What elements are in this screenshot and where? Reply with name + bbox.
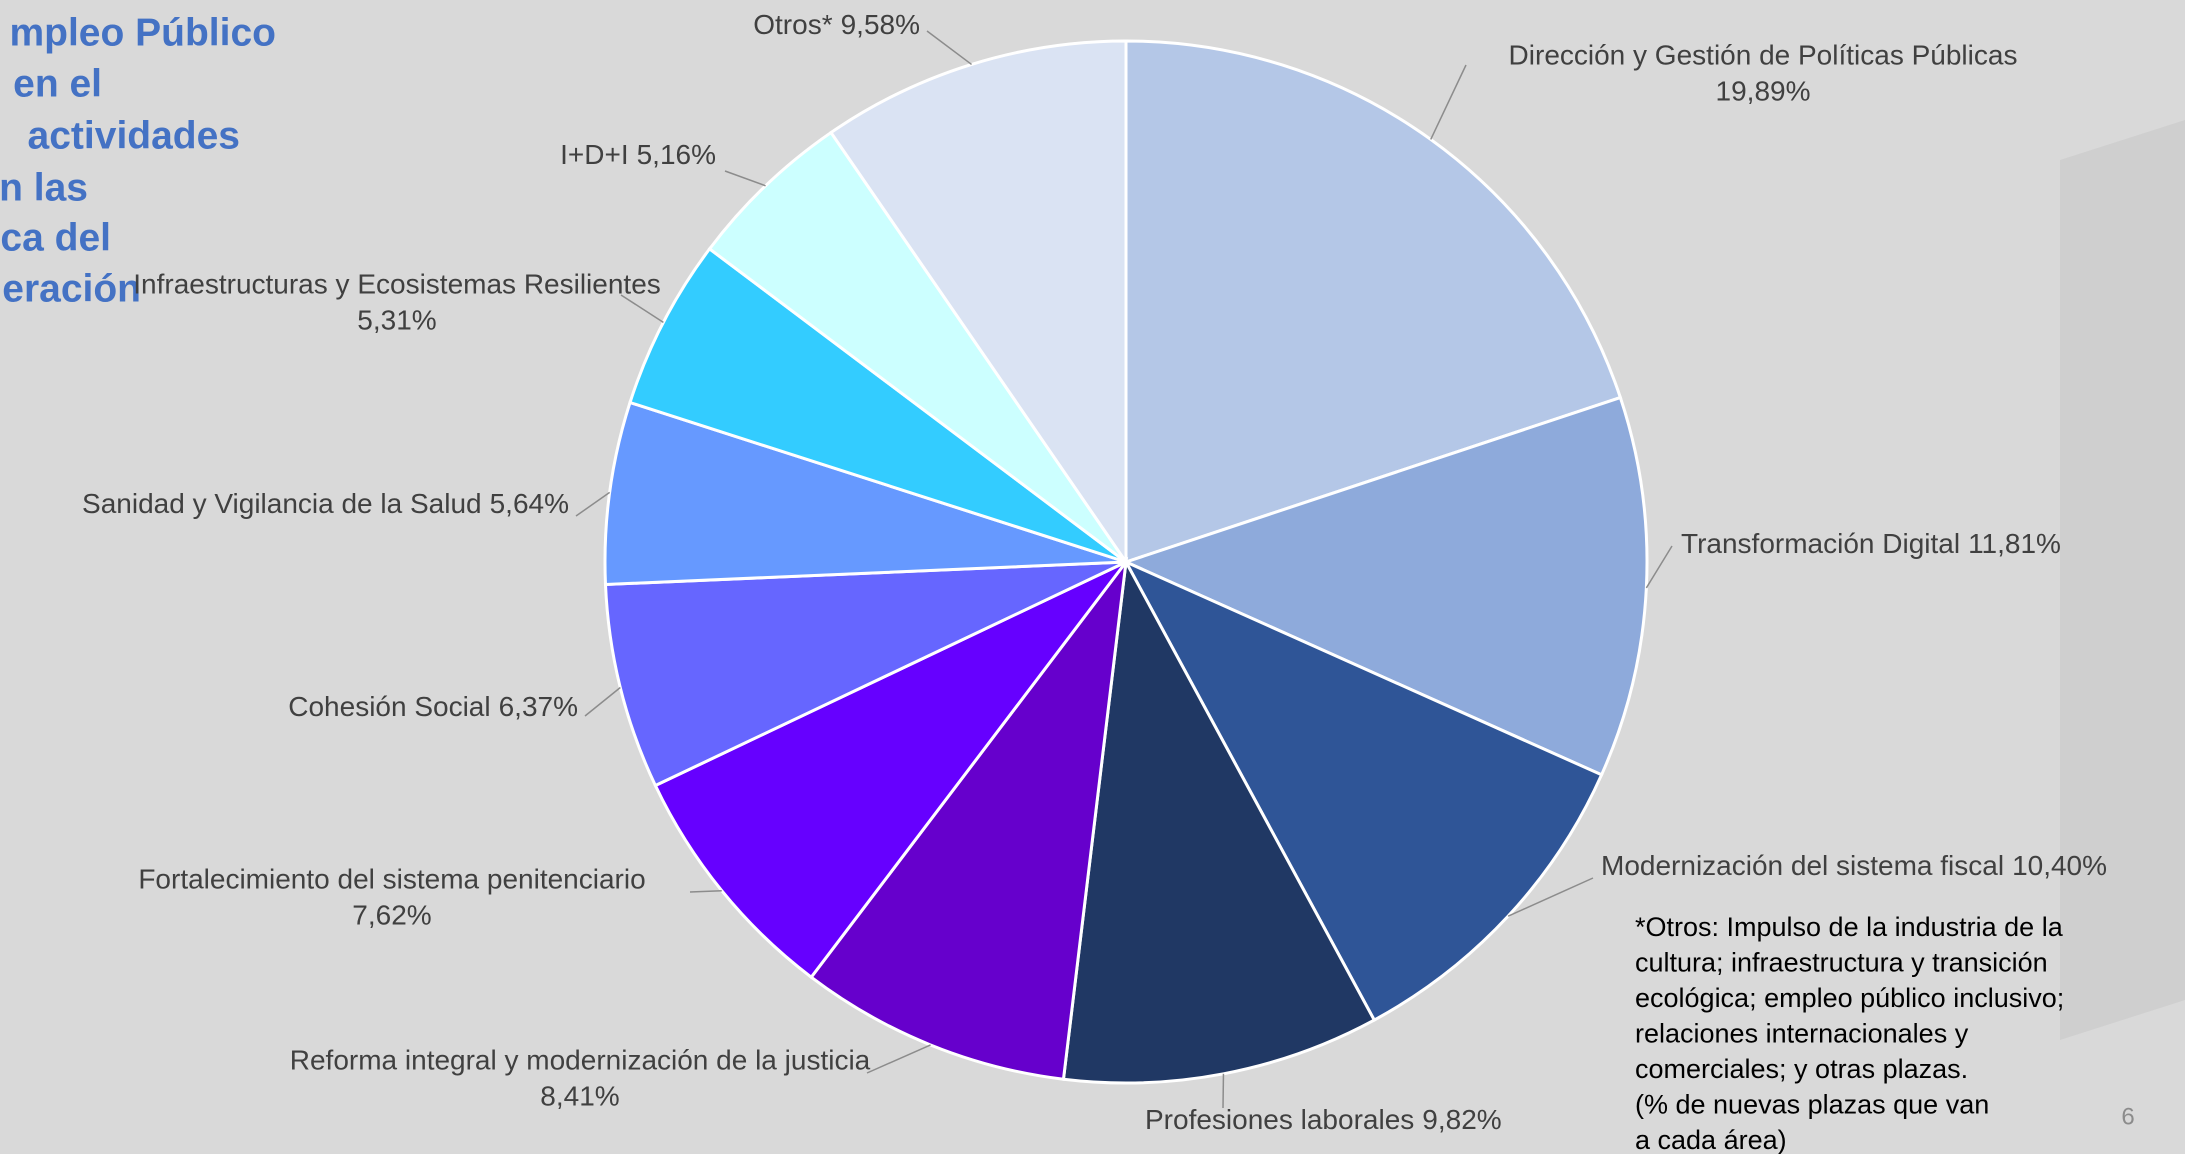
slice-value: 8,41%: [540, 1080, 619, 1111]
leader-line: [866, 1044, 931, 1074]
leader-line: [724, 170, 766, 187]
slice-name: Sanidad y Vigilancia de la Salud: [82, 488, 482, 519]
footnote: comerciales; y otras plazas.: [1635, 1054, 1968, 1084]
pie-slice: [707, 130, 1128, 564]
slice-label: Sanidad y Vigilancia de la Salud 5,64%: [82, 488, 569, 519]
pie-slice: [828, 39, 1128, 567]
slice-label: Reforma integral y modernización de la j…: [290, 1044, 871, 1075]
slice-name: Otros*: [753, 9, 832, 40]
leader-line: [575, 491, 611, 517]
slice-label: Otros* 9,58%: [753, 9, 920, 40]
slice-label: Cohesión Social 6,37%: [288, 691, 578, 722]
chart-title: en el: [13, 62, 102, 105]
leader-line: [584, 686, 621, 717]
footnote: a cada área): [1635, 1125, 1787, 1154]
footnote: *Otros: Impulso de la industria de la: [1635, 912, 2064, 942]
slice-label: Dirección y Gestión de Políticas Pública…: [1509, 39, 2018, 70]
chart-title: mpleo Público: [9, 11, 276, 54]
slice-name: Profesiones laborales: [1145, 1104, 1414, 1135]
leader-line: [620, 294, 664, 323]
slice-label: Profesiones laborales 9,82%: [1145, 1104, 1502, 1135]
chart-title: n las: [0, 166, 88, 209]
slice-label: Transformación Digital 11,81%: [1681, 528, 2061, 559]
leader-line: [1430, 64, 1467, 140]
leader-line: [1507, 877, 1594, 917]
footnote: (% de nuevas plazas que van: [1635, 1090, 1989, 1120]
slice-value: 9,82%: [1422, 1104, 1501, 1135]
slice-name: I+D+I: [560, 139, 628, 170]
slice-value: 6,37%: [499, 691, 578, 722]
pie-slice: [1121, 395, 1649, 777]
page-number: 6: [2121, 1103, 2134, 1130]
pie-slice: [603, 400, 1127, 587]
slice-name: Transformación Digital: [1681, 528, 1960, 559]
slice-label: I+D+I 5,16%: [560, 139, 716, 170]
slice-name: Cohesión Social: [288, 691, 490, 722]
slice-label: Fortalecimiento del sistema penitenciari…: [138, 863, 645, 894]
leader-line: [926, 30, 973, 66]
footnote: relaciones internacionales y: [1635, 1019, 1969, 1049]
leader-line: [689, 889, 722, 893]
pie-slice: [653, 560, 1128, 980]
pie-slice: [1124, 39, 1623, 565]
chart-title: ca del: [0, 216, 111, 259]
slice-value: 5,31%: [357, 304, 436, 335]
pie-slice: [603, 560, 1127, 788]
pie-slice: [1061, 557, 1377, 1085]
leader-line: [1645, 545, 1673, 589]
slice-label: Infraestructuras y Ecosistemas Resilient…: [133, 268, 661, 299]
slice-value: 19,89%: [1716, 75, 1811, 106]
slice-name: Modernización del sistema fiscal: [1601, 850, 2004, 881]
slice-value: 9,58%: [841, 9, 920, 40]
footnote: cultura; infraestructura y transición: [1635, 948, 2048, 978]
slice-value: 5,64%: [490, 488, 569, 519]
pie-slice: [1122, 558, 1604, 1023]
chart-title: eración: [2, 267, 141, 310]
footnote: ecológica; empleo público inclusivo;: [1635, 983, 2064, 1013]
pie-slice: [809, 556, 1129, 1081]
slice-value: 5,16%: [637, 139, 716, 170]
slice-value: 10,40%: [2012, 850, 2107, 881]
slice-label: Modernización del sistema fiscal 10,40%: [1601, 850, 2107, 881]
chart-title: actividades: [28, 114, 240, 157]
slice-value: 7,62%: [352, 899, 431, 930]
background-decoration: [2060, 120, 2185, 1040]
slice-value: 11,81%: [1968, 528, 2061, 559]
